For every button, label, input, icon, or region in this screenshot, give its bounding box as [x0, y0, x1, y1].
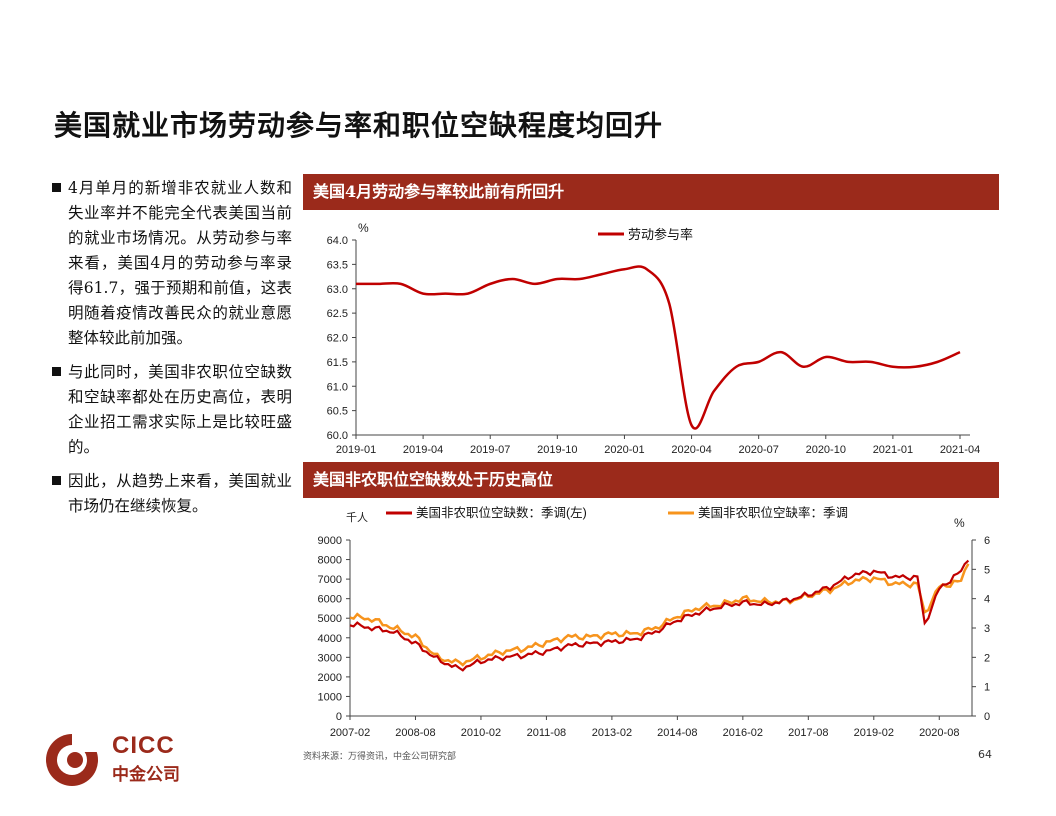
chart2-left-tick-label: 2000 — [318, 672, 342, 684]
chart1-x-tick-label: 2019-10 — [537, 444, 577, 456]
logo-wordmark: CICC — [112, 732, 175, 759]
chart1-x-tick-label: 2019-07 — [470, 444, 510, 456]
bullet-item: 因此，从趋势上来看，美国就业市场仍在继续恢复。 — [52, 469, 292, 519]
chart1-y-tick-label: 64.0 — [327, 235, 348, 247]
chart2-right-tick-label: 6 — [984, 535, 990, 547]
chart2-left-tick-label: 9000 — [318, 535, 342, 547]
cicc-logo-icon — [46, 734, 100, 786]
chart2-x-tick-label: 2011-08 — [527, 727, 567, 739]
bullet-item: 与此同时，美国非农职位空缺数和空缺率都处在历史高位，表明企业招工需求实际上是比较… — [52, 360, 292, 460]
chart2-legend-label-rate: 美国非农职位空缺率：季调 — [698, 505, 848, 520]
chart1-legend-label: 劳动参与率 — [628, 227, 693, 242]
chart2-x-tick-label: 2007-02 — [330, 727, 370, 739]
chart2-right-tick-label: 2 — [984, 652, 990, 664]
chart2-left-unit: 千人 — [346, 511, 368, 524]
chart2-series-count-line — [349, 559, 970, 672]
chart1-x-tick-label: 2020-10 — [806, 444, 846, 456]
chart2-left-tick-label: 5000 — [318, 613, 342, 625]
bullet-text: 4月单月的新增非农就业人数和失业率并不能完全代表美国当前的就业市场情况。从劳动参… — [68, 179, 292, 347]
page-title: 美国就业市场劳动参与率和职位空缺程度均回升 — [54, 109, 664, 142]
logo-chinese: 中金公司 — [112, 765, 180, 784]
page-number: 64 — [978, 748, 992, 761]
chart1-series-line — [356, 265, 961, 430]
chart1-y-tick-label: 63.5 — [327, 259, 348, 271]
chart2-left-tick-label: 8000 — [318, 555, 342, 567]
bullet-list: 4月单月的新增非农就业人数和失业率并不能完全代表美国当前的就业市场情况。从劳动参… — [52, 176, 292, 528]
chart2-left-tick-label: 1000 — [318, 691, 342, 703]
chart2-right-unit: % — [954, 516, 965, 530]
chart2-x-tick-label: 2019-02 — [854, 727, 894, 739]
chart1-y-tick-label: 62.5 — [327, 308, 348, 320]
chart2-right-tick-label: 4 — [984, 594, 990, 606]
chart2-x-tick-label: 2013-02 — [592, 727, 632, 739]
chart1-x-tick-label: 2020-07 — [738, 444, 778, 456]
chart2-legend-label-count: 美国非农职位空缺数：季调(左) — [416, 505, 587, 520]
chart1-x-tick-label: 2019-04 — [403, 444, 443, 456]
chart2-left-tick-label: 0 — [336, 711, 342, 723]
chart1-x-tick-label: 2020-04 — [671, 444, 711, 456]
source-note: 资料来源：万得资讯，中金公司研究部 — [303, 752, 457, 762]
chart1-y-tick-label: 60.5 — [327, 406, 348, 418]
chart2-left-tick-label: 7000 — [318, 574, 342, 586]
chart2-left-tick-label: 3000 — [318, 652, 342, 664]
chart2-x-tick-label: 2008-08 — [395, 727, 435, 739]
bullet-item: 4月单月的新增非农就业人数和失业率并不能完全代表美国当前的就业市场情况。从劳动参… — [52, 176, 292, 351]
chart2-x-tick-label: 2010-02 — [461, 727, 501, 739]
chart1-x-tick-label: 2019-01 — [336, 444, 376, 456]
chart2-left-tick-label: 6000 — [318, 594, 342, 606]
chart1-x-tick-label: 2021-04 — [940, 444, 980, 456]
chart1-header: 美国4月劳动参与率较此前有所回升 — [303, 174, 999, 210]
chart1-y-tick-label: 62.0 — [327, 333, 348, 345]
square-bullet-icon — [52, 367, 61, 376]
bullet-text: 因此，从趋势上来看，美国就业市场仍在继续恢复。 — [68, 472, 292, 515]
chart1-y-tick-label: 60.0 — [327, 430, 348, 442]
chart2-x-tick-label: 2017-08 — [788, 727, 828, 739]
bullet-text: 与此同时，美国非农职位空缺数和空缺率都处在历史高位，表明企业招工需求实际上是比较… — [68, 363, 292, 456]
chart2-right-tick-label: 3 — [984, 623, 990, 635]
square-bullet-icon — [52, 183, 61, 192]
chart2-right-tick-label: 5 — [984, 564, 990, 576]
chart1-y-tick-label: 63.0 — [327, 284, 348, 296]
chart2-right-tick-label: 0 — [984, 711, 990, 723]
chart1-y-tick-label: 61.0 — [327, 381, 348, 393]
chart2-header: 美国非农职位空缺数处于历史高位 — [303, 462, 999, 498]
chart2-right-tick-label: 1 — [984, 682, 990, 694]
chart2-series-rate-line — [349, 563, 970, 667]
chart2-x-tick-label: 2014-08 — [657, 727, 697, 739]
chart1-x-tick-label: 2020-01 — [604, 444, 644, 456]
cicc-logo: CICC 中金公司 — [42, 730, 202, 790]
chart1-y-tick-label: 61.5 — [327, 357, 348, 369]
chart2-left-tick-label: 4000 — [318, 633, 342, 645]
chart2-x-tick-label: 2020-08 — [919, 727, 959, 739]
chart1-x-tick-label: 2021-01 — [873, 444, 913, 456]
chart1-y-unit: % — [358, 221, 369, 235]
square-bullet-icon — [52, 476, 61, 485]
chart2-x-tick-label: 2016-02 — [723, 727, 763, 739]
